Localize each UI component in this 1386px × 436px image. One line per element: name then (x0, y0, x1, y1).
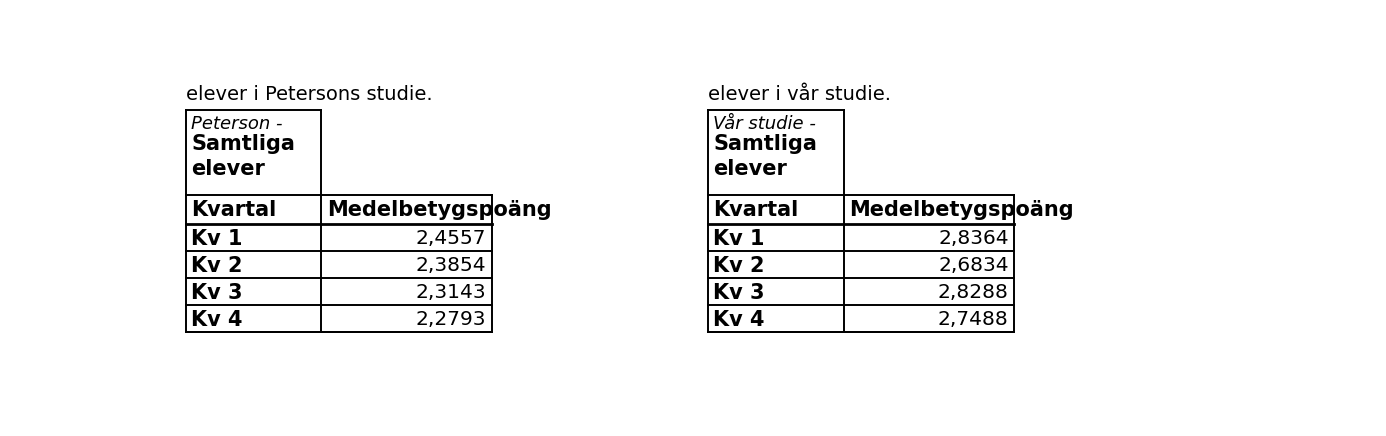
Text: elever i vår studie.: elever i vår studie. (708, 85, 891, 104)
Text: 2,3143: 2,3143 (416, 283, 486, 302)
Text: elever: elever (191, 159, 265, 179)
Text: Kv 1: Kv 1 (191, 229, 243, 249)
Text: Medelbetygspoäng: Medelbetygspoäng (327, 200, 552, 220)
Text: Kvartal: Kvartal (714, 200, 798, 220)
Text: elever i Petersons studie.: elever i Petersons studie. (186, 85, 432, 104)
Text: Medelbetygspoäng: Medelbetygspoäng (850, 200, 1074, 220)
Text: Kv 3: Kv 3 (714, 283, 765, 303)
Text: 2,3854: 2,3854 (416, 256, 486, 276)
Text: 2,6834: 2,6834 (938, 256, 1009, 276)
Text: Samtliga: Samtliga (191, 134, 295, 154)
Text: 2,8288: 2,8288 (938, 283, 1009, 302)
Text: Kv 4: Kv 4 (714, 310, 765, 330)
Text: Vår studie -: Vår studie - (714, 116, 816, 133)
Text: 2,7488: 2,7488 (938, 310, 1009, 329)
Text: Kv 4: Kv 4 (191, 310, 243, 330)
Text: 2,2793: 2,2793 (416, 310, 486, 329)
Text: Kv 3: Kv 3 (191, 283, 243, 303)
Text: elever: elever (714, 159, 787, 179)
Text: 2,8364: 2,8364 (938, 229, 1009, 249)
Text: Samtliga: Samtliga (714, 134, 818, 154)
Text: Kv 2: Kv 2 (191, 256, 243, 276)
Text: Kv 2: Kv 2 (714, 256, 765, 276)
Text: 2,4557: 2,4557 (416, 229, 486, 249)
Text: Peterson -: Peterson - (191, 116, 283, 133)
Text: Kvartal: Kvartal (191, 200, 276, 220)
Text: Kv 1: Kv 1 (714, 229, 765, 249)
